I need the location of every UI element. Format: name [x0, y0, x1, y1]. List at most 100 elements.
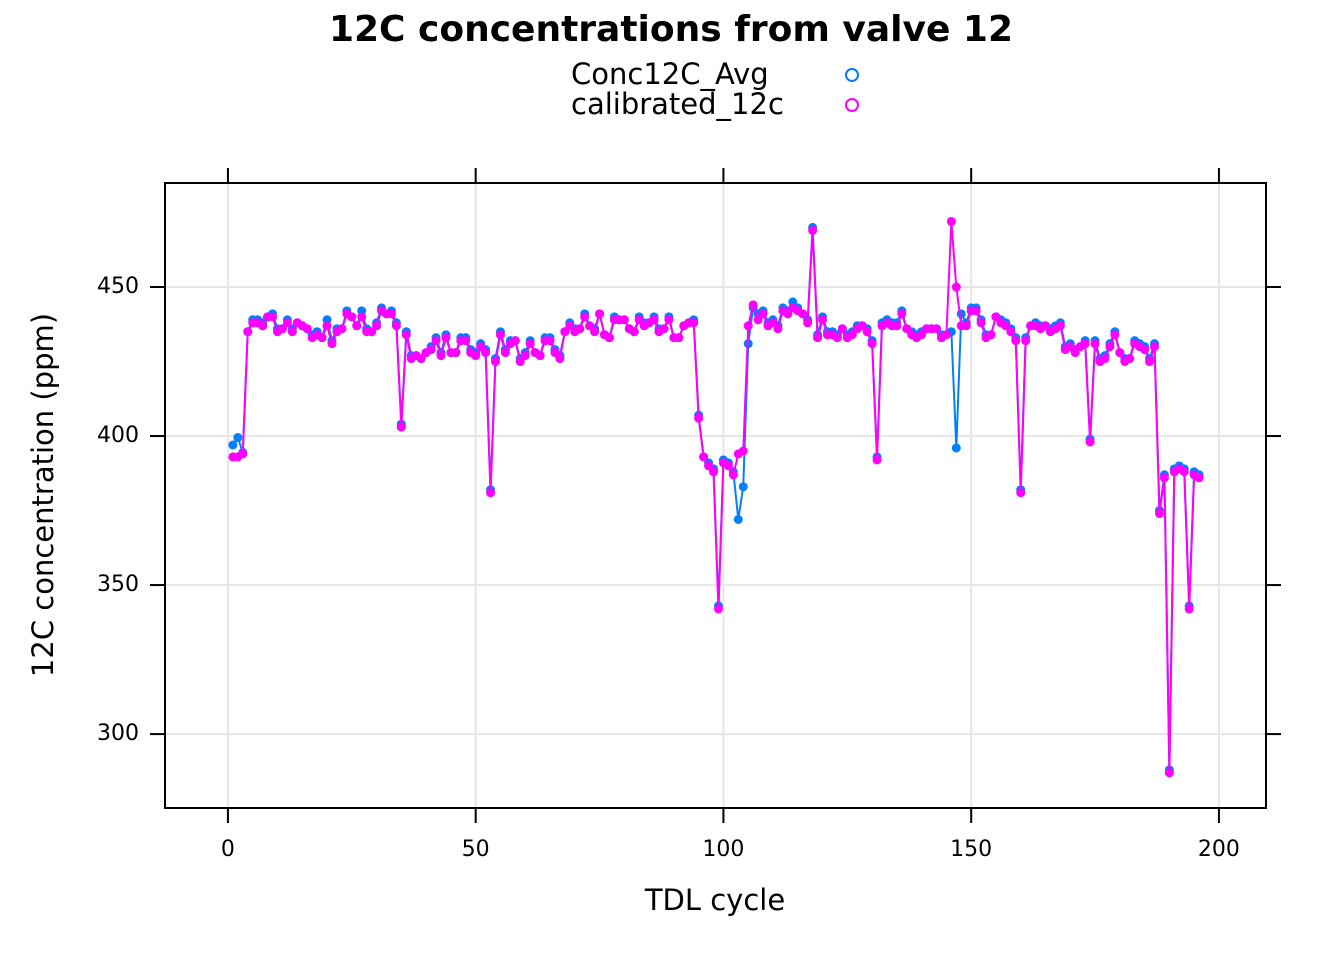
- data-point: [560, 327, 570, 337]
- data-point: [515, 357, 525, 367]
- data-point: [401, 330, 411, 340]
- data-point: [451, 348, 461, 358]
- data-point: [1100, 354, 1110, 364]
- data-point: [416, 354, 426, 364]
- data-point: [738, 482, 748, 492]
- data-point: [1194, 473, 1204, 483]
- data-point: [773, 324, 783, 334]
- data-point: [1184, 604, 1194, 614]
- data-point: [783, 309, 793, 319]
- data-point: [813, 333, 823, 343]
- data-point: [808, 225, 818, 235]
- legend-marker: [845, 68, 859, 82]
- data-point: [951, 282, 961, 292]
- data-point: [991, 312, 1001, 322]
- data-point: [525, 339, 535, 349]
- data-point: [961, 321, 971, 331]
- data-point: [317, 333, 327, 343]
- data-point: [892, 321, 902, 331]
- data-point: [471, 351, 481, 361]
- data-point: [674, 333, 684, 343]
- data-point: [431, 336, 441, 346]
- x-tick-label: 50: [462, 837, 490, 862]
- data-point: [798, 309, 808, 319]
- legend-label: calibrated_12c: [571, 87, 784, 121]
- data-point: [1021, 336, 1031, 346]
- data-point: [837, 324, 847, 334]
- data-point: [1080, 339, 1090, 349]
- data-point: [768, 318, 778, 328]
- data-point: [917, 330, 927, 340]
- data-point: [490, 357, 500, 367]
- data-point: [386, 309, 396, 319]
- data-point: [931, 324, 941, 334]
- data-point: [847, 330, 857, 340]
- data-point: [738, 446, 748, 456]
- data-point: [372, 321, 382, 331]
- data-point: [510, 336, 520, 346]
- data-point: [1150, 342, 1160, 352]
- data-point: [728, 470, 738, 480]
- data-point: [347, 312, 357, 322]
- plot-frame: [164, 182, 1267, 809]
- data-point: [857, 321, 867, 331]
- data-point: [664, 315, 674, 325]
- data-point: [367, 327, 377, 337]
- x-tick-label: 200: [1198, 837, 1240, 862]
- data-point: [1090, 339, 1100, 349]
- data-point: [803, 318, 813, 328]
- data-point: [619, 315, 629, 325]
- y-tick-label: 350: [97, 572, 139, 597]
- data-point: [1085, 437, 1095, 447]
- data-point: [302, 324, 312, 334]
- data-point: [461, 336, 471, 346]
- data-point: [481, 348, 491, 358]
- data-point: [555, 354, 565, 364]
- data-point: [357, 312, 367, 322]
- data-point: [495, 330, 505, 340]
- data-point: [426, 345, 436, 355]
- data-point: [322, 321, 332, 331]
- data-point: [565, 321, 575, 331]
- data-point: [277, 324, 287, 334]
- data-point: [520, 351, 530, 361]
- data-point: [243, 327, 253, 337]
- data-point: [753, 315, 763, 325]
- series-line: [232, 221, 1200, 773]
- data-point: [287, 327, 297, 337]
- data-point: [902, 324, 912, 334]
- data-point: [1016, 488, 1026, 498]
- data-point: [1125, 354, 1135, 364]
- data-point: [872, 455, 882, 465]
- data-point: [500, 348, 510, 358]
- x-tick-label: 150: [950, 837, 992, 862]
- data-point: [818, 315, 828, 325]
- data-point: [604, 333, 614, 343]
- legend-marker: [845, 98, 859, 112]
- data-point: [634, 315, 644, 325]
- data-point: [1110, 330, 1120, 340]
- data-point: [238, 449, 248, 459]
- data-point: [1159, 473, 1169, 483]
- data-point: [258, 321, 268, 331]
- data-point: [689, 318, 699, 328]
- data-point: [629, 327, 639, 337]
- data-point: [1154, 509, 1164, 519]
- y-axis-label: 12C concentration (ppm): [26, 313, 60, 677]
- data-point: [704, 461, 714, 471]
- data-point: [649, 315, 659, 325]
- data-point: [575, 324, 585, 334]
- data-point: [585, 321, 595, 331]
- data-point: [1001, 321, 1011, 331]
- data-point: [748, 300, 758, 310]
- data-point: [862, 327, 872, 337]
- data-point: [550, 348, 560, 358]
- x-axis-label: TDL cycle: [644, 883, 785, 917]
- data-point: [1105, 342, 1115, 352]
- data-point: [337, 324, 347, 334]
- data-point: [1164, 768, 1174, 778]
- data-point: [396, 422, 406, 432]
- data-point: [1055, 321, 1065, 331]
- data-point: [971, 306, 981, 316]
